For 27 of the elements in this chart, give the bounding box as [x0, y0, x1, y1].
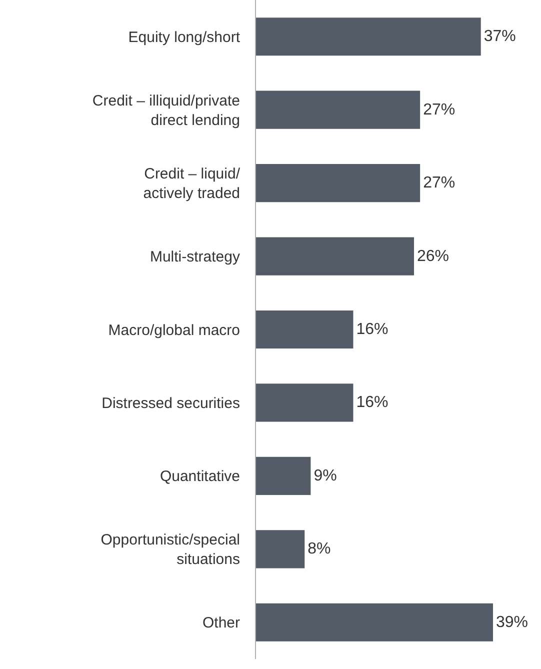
y-tick-label: Opportunistic/special situations [100, 532, 240, 568]
y-tick-label: Multi-strategy [150, 248, 240, 266]
bar [256, 90, 420, 129]
bar [256, 456, 311, 495]
bar [256, 18, 481, 56]
y-tick-label: Other [202, 614, 240, 632]
y-tick-label: Credit – illiquid/private direct lending [92, 92, 240, 129]
data-label: 39% [496, 614, 528, 631]
bar [256, 237, 414, 276]
data-label: 27% [423, 101, 456, 118]
bar [256, 530, 305, 568]
data-label: 37% [484, 28, 516, 46]
y-tick-label: Distressed securities [102, 394, 240, 412]
data-label: 26% [417, 248, 450, 265]
y-tick-label: Macro/global macro [108, 322, 240, 339]
data-label: 16% [356, 394, 388, 412]
data-label: 9% [314, 467, 337, 484]
bar [256, 310, 354, 349]
data-label: 8% [308, 540, 331, 558]
data-label: 16% [356, 321, 388, 338]
y-tick-label: Quantitative [160, 468, 240, 486]
data-label: 27% [423, 174, 456, 192]
y-tick-label: Equity long/short [128, 28, 241, 46]
bar [256, 164, 420, 202]
bar [256, 603, 493, 642]
y-tick-label: Credit – liquid/ actively traded [143, 166, 241, 202]
bar [256, 384, 354, 422]
